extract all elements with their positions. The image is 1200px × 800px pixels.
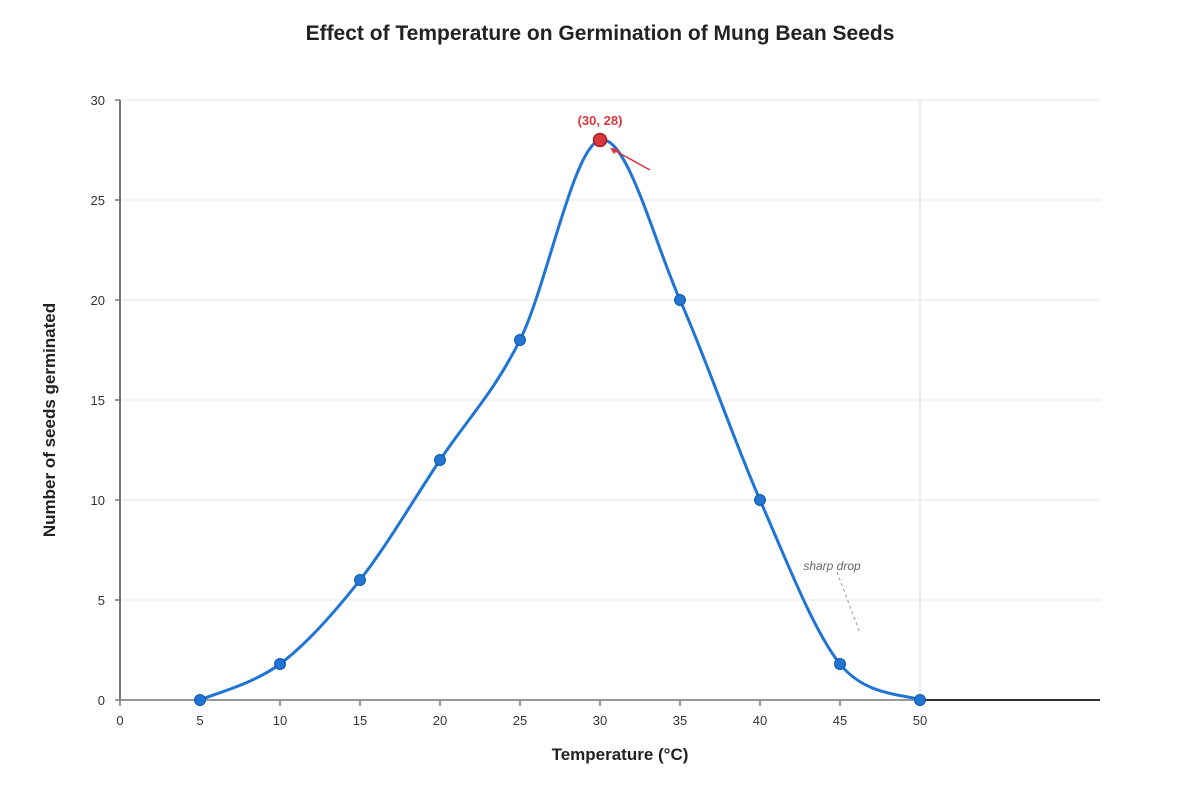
- data-points: [194, 132, 926, 706]
- y-tick-label: 5: [98, 593, 105, 608]
- note-label: sharp drop: [803, 559, 861, 573]
- y-tick-label: 15: [91, 393, 105, 408]
- x-tick-label: 20: [433, 713, 447, 728]
- x-tick-label: 40: [753, 713, 767, 728]
- y-tick-label: 30: [91, 93, 105, 108]
- axes: [115, 99, 1100, 706]
- y-tick-label: 0: [98, 693, 105, 708]
- x-tick-label: 10: [273, 713, 287, 728]
- x-tick-label: 35: [673, 713, 687, 728]
- peak-point: [592, 132, 608, 148]
- chart-title: Effect of Temperature on Germination of …: [306, 22, 895, 45]
- data-point: [754, 494, 766, 506]
- x-tick-label: 50: [913, 713, 927, 728]
- data-point: [514, 334, 526, 346]
- data-point: [674, 294, 686, 306]
- tick-labels: 0 5 10 15 20 25 30 0 5 10 15 20 25 30 35 40 45 50: [91, 93, 928, 728]
- series-line: [199, 138, 921, 702]
- grid-lines: [120, 99, 1100, 700]
- data-point: [434, 454, 446, 466]
- x-tick-label: 5: [196, 713, 203, 728]
- x-tick-label: 0: [116, 713, 123, 728]
- note-leader-line: [836, 571, 861, 634]
- x-tick-label: 15: [353, 713, 367, 728]
- data-point: [834, 658, 846, 670]
- data-series: [199, 138, 921, 702]
- data-point: [354, 574, 366, 586]
- annotations: (30, 28) sharp drop: [578, 113, 861, 634]
- x-tick-label: 45: [833, 713, 847, 728]
- data-point: [274, 658, 286, 670]
- y-axis-title: Number of seeds germinated: [40, 303, 59, 537]
- y-tick-label: 10: [91, 493, 105, 508]
- data-point: [194, 694, 206, 706]
- x-tick-label: 30: [593, 713, 607, 728]
- x-tick-label: 25: [513, 713, 527, 728]
- peak-arrow-head: [610, 148, 619, 154]
- data-point: [914, 694, 926, 706]
- y-tick-label: 20: [91, 293, 105, 308]
- peak-label: (30, 28): [578, 113, 623, 128]
- y-tick-label: 25: [91, 193, 105, 208]
- peak-arrow-line: [611, 148, 651, 171]
- x-axis-title: Temperature (°C): [552, 745, 689, 764]
